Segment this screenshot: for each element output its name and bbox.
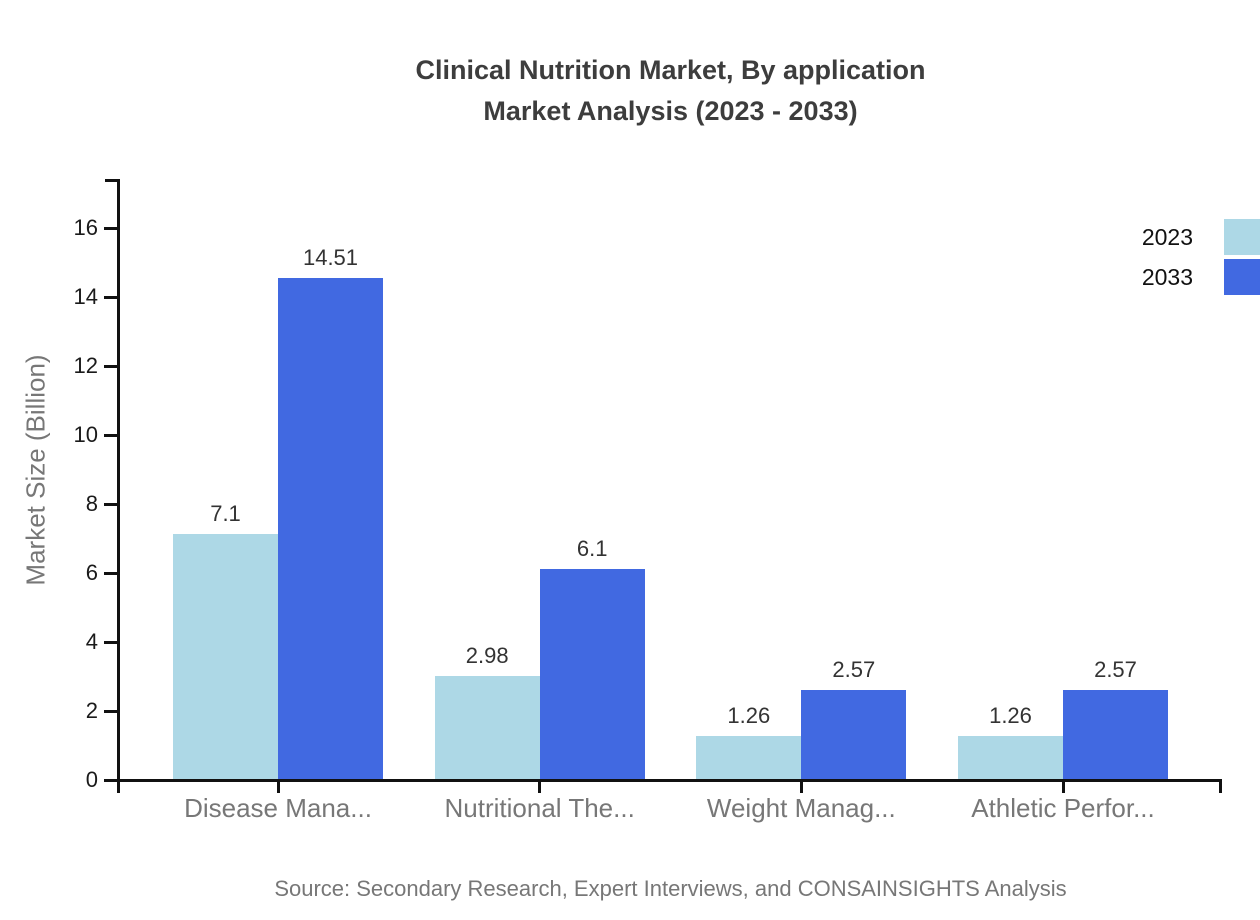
y-tick-label: 14	[73, 284, 98, 309]
y-axis-title: Market Size (Billion)	[20, 354, 51, 586]
y-tick-mark	[104, 434, 117, 437]
x-axis-end-tick	[1219, 779, 1222, 793]
y-tick-mark	[104, 227, 117, 230]
y-axis-top-cap	[105, 179, 117, 182]
value-label: 7.1	[210, 501, 241, 527]
value-label: 2.98	[465, 643, 509, 669]
legend: 2023 2033	[1142, 219, 1260, 299]
legend-row: 2023	[1142, 219, 1260, 255]
y-axis-line	[117, 179, 120, 793]
x-tick-mark	[538, 782, 542, 793]
legend-swatch	[1224, 219, 1260, 255]
bar-2023-0	[173, 534, 278, 779]
x-tick-mark	[1061, 782, 1065, 793]
y-tick-mark	[104, 365, 117, 368]
chart-title-line1: Clinical Nutrition Market, By applicatio…	[415, 55, 926, 85]
category-label: Disease Mana...	[184, 793, 372, 823]
y-tick-label: 6	[85, 560, 98, 585]
bar-2033-2	[801, 690, 907, 779]
y-tick-mark	[104, 641, 117, 644]
x-tick-mark	[276, 782, 280, 793]
source-note: Source: Secondary Research, Expert Inter…	[274, 876, 1067, 901]
y-tick-label: 8	[85, 491, 98, 516]
y-tick-label: 10	[73, 422, 98, 447]
y-tick-label: 2	[85, 698, 98, 723]
bar-2033-0	[278, 278, 383, 779]
legend-row: 2033	[1142, 259, 1260, 295]
bar-2023-2	[696, 735, 802, 779]
y-tick-label: 0	[85, 767, 98, 792]
value-label: 14.51	[302, 245, 359, 271]
legend-label: 2033	[1141, 263, 1193, 290]
y-tick-label: 12	[73, 353, 98, 378]
y-tick-label: 16	[73, 215, 98, 240]
value-label: 2.57	[1094, 657, 1137, 683]
y-tick-label: 4	[85, 629, 98, 654]
value-label: 1.26	[727, 702, 771, 728]
y-tick-mark	[104, 710, 117, 713]
y-tick-mark	[104, 296, 117, 299]
x-tick-mark	[799, 782, 803, 793]
bar-2033-3	[1063, 690, 1168, 779]
chart-title: Clinical Nutrition Market, By applicatio…	[119, 50, 1222, 132]
bar-2033-1	[539, 568, 645, 779]
y-tick-mark	[104, 572, 117, 575]
legend-label: 2023	[1141, 223, 1193, 250]
category-label: Nutritional The...	[444, 793, 635, 823]
value-label: 6.1	[576, 535, 608, 561]
bar-2023-3	[958, 735, 1063, 779]
legend-swatch	[1224, 259, 1260, 295]
category-label: Athletic Perfor...	[971, 793, 1155, 823]
value-label: 2.57	[832, 657, 876, 683]
y-tick-mark	[104, 779, 117, 782]
y-tick-mark	[104, 503, 117, 506]
category-label: Weight Manag...	[706, 793, 896, 823]
bar-2023-1	[434, 676, 540, 779]
value-label: 1.26	[989, 702, 1032, 728]
x-axis-line	[117, 779, 1222, 782]
chart-title-line2: Market Analysis (2023 - 2033)	[483, 96, 858, 126]
